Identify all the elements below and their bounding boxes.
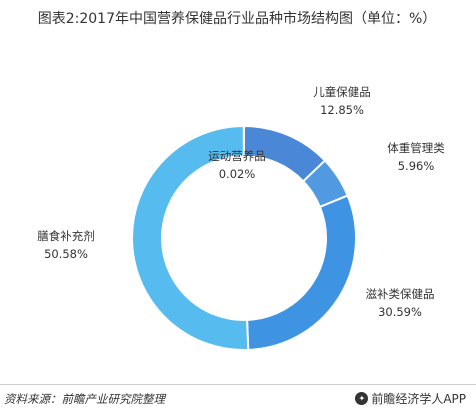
- brand-name: 前瞻经济学人APP: [371, 392, 466, 406]
- label-dietary-supplement: 膳食补充剂: [37, 229, 95, 243]
- label-weight-management: 体重管理类: [387, 141, 445, 155]
- donut-chart: 儿童保健品 12.85% 体重管理类 5.96% 滋补类保健品 30.59% 膳食补充剂 50…: [37, 85, 445, 351]
- brand-mark: ✦ 前瞻经济学人APP: [355, 390, 466, 407]
- chart-title: 图表2:2017年中国营养保健品行业品种市场结构图（单位：%）: [37, 11, 437, 27]
- label-tonic-health: 滋补类保健品: [366, 287, 435, 301]
- labels-group: 儿童保健品 12.85% 体重管理类 5.96% 滋补类保健品 30.59% 膳食补充剂 50…: [37, 85, 445, 319]
- label-child-health: 儿童保健品: [313, 85, 371, 99]
- slice-tonic-health: [246, 194, 357, 351]
- slice-dietary-supplement: [131, 124, 250, 351]
- value-child-health: 12.85%: [320, 103, 364, 117]
- label-sports-nutrition: 运动营养品: [208, 149, 266, 163]
- value-sports-nutrition: 0.02%: [219, 167, 256, 181]
- source-note: 资料来源：前瞻产业研究院整理: [4, 392, 165, 406]
- footer-divider: [0, 384, 476, 385]
- slices-group: [131, 124, 357, 351]
- brand-logo-icon: ✦: [355, 392, 369, 405]
- value-tonic-health: 30.59%: [378, 305, 422, 319]
- value-weight-management: 5.96%: [398, 159, 435, 173]
- value-dietary-supplement: 50.58%: [44, 247, 88, 261]
